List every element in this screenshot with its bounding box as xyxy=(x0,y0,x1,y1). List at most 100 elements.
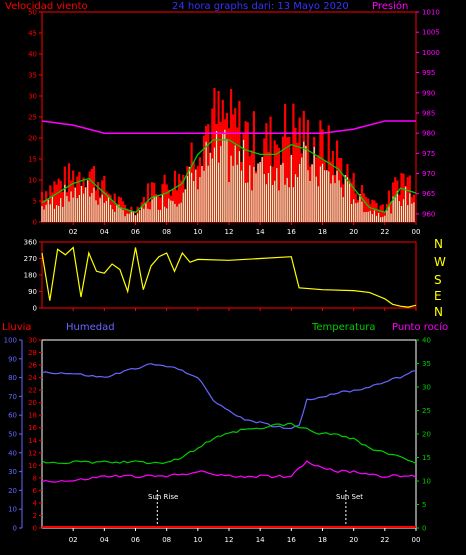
y-tick-label: 5 xyxy=(33,198,37,206)
x-tick-label: 12 xyxy=(225,536,234,544)
humidity-tick-label: 20 xyxy=(8,487,17,495)
pressure-tick-label: 1000 xyxy=(422,49,440,57)
x-tick-label: 06 xyxy=(131,228,140,236)
x-tick-label: 18 xyxy=(318,536,327,544)
rain-tick-label: 24 xyxy=(28,374,37,382)
humidity-tick-label: 100 xyxy=(4,337,17,345)
dewpoint-line xyxy=(41,460,417,483)
pressure-tick-label: 1005 xyxy=(422,29,440,37)
wind-pressure-plot: 0 5 10 15 20 25 30 35 40 45 50 960 965 970 975 980 985 99… xyxy=(28,9,440,237)
y-tick-label: 20 xyxy=(28,135,37,143)
x-tick-label: 04 xyxy=(100,228,109,236)
temperature-tick-label: 5 xyxy=(422,501,426,509)
rain-tick-label: 6 xyxy=(33,487,38,495)
x-tick-label: 00 xyxy=(412,228,421,236)
y-tick-label: 90 xyxy=(28,288,37,296)
rain-tick-label: 4 xyxy=(33,499,38,507)
pressure-tick-label: 990 xyxy=(422,89,435,97)
pressure-tick-label: 970 xyxy=(422,170,435,178)
temperature-tick-label: 15 xyxy=(422,454,431,462)
y-tick-label: 25 xyxy=(28,114,37,122)
x-tick-label: 22 xyxy=(380,228,389,236)
x-tick-label: 16 xyxy=(287,536,296,544)
y-tick-label: 50 xyxy=(28,9,37,17)
wind-direction-line xyxy=(41,246,417,308)
x-tick-label: 04 xyxy=(100,536,109,544)
y-tick-label: 35 xyxy=(28,72,37,80)
x-tick-label: 14 xyxy=(256,536,265,544)
x-tick-label: 08 xyxy=(162,228,171,236)
x-tick-label: 06 xyxy=(131,536,140,544)
rain-label: Lluvia xyxy=(2,322,32,333)
sunset-label: Sun Set xyxy=(336,493,363,501)
temperature-tick-label: 10 xyxy=(422,478,431,486)
rain-tick-label: 18 xyxy=(28,412,37,420)
compass-label: W xyxy=(434,255,446,269)
x-tick-label: 10 xyxy=(193,536,202,544)
temperature-line xyxy=(41,422,417,465)
x-tick-label: 08 xyxy=(162,536,171,544)
humidity-tick-label: 30 xyxy=(8,468,17,476)
humidity-tick-label: 90 xyxy=(8,355,17,363)
rain-tick-label: 0 xyxy=(33,525,37,533)
temperature-tick-label: 40 xyxy=(422,337,431,345)
x-tick-label: 22 xyxy=(380,536,389,544)
wind-direction-plot: 0 90 180 270 360 xyxy=(24,239,417,313)
rain-tick-label: 26 xyxy=(28,362,37,370)
humidity-tick-label: 70 xyxy=(8,393,17,401)
temperature-tick-label: 35 xyxy=(422,360,431,368)
temperature-tick-label: 20 xyxy=(422,431,431,439)
wind-average-line xyxy=(41,139,417,214)
y-tick-label: 10 xyxy=(28,177,37,185)
y-tick-label: 0 xyxy=(33,219,37,227)
pressure-tick-label: 960 xyxy=(422,210,435,218)
temperature-tick-label: 25 xyxy=(422,407,431,415)
rain-tick-label: 14 xyxy=(28,437,37,445)
wind-speed-label: Velocidad viento xyxy=(5,1,88,12)
y-tick-label: 30 xyxy=(28,93,37,101)
x-tick-label: 00 xyxy=(412,536,421,544)
rain-tick-label: 2 xyxy=(33,512,37,520)
compass-label: N xyxy=(434,305,443,319)
x-tick-label: 20 xyxy=(349,536,358,544)
temperature-tick-label: 0 xyxy=(422,525,426,533)
humidity-temperature-plot: 0102030405060708090100024681012141618202… xyxy=(4,337,431,545)
y-tick-label: 0 xyxy=(33,305,37,313)
rain-tick-label: 20 xyxy=(28,399,37,407)
rain-tick-label: 16 xyxy=(28,424,37,432)
compass-label: N xyxy=(434,237,443,251)
y-tick-label: 360 xyxy=(24,239,37,247)
x-tick-label: 02 xyxy=(69,536,78,544)
x-tick-label: 20 xyxy=(349,228,358,236)
rain-tick-label: 8 xyxy=(33,474,37,482)
pressure-label: Presión xyxy=(372,0,408,12)
humidity-tick-label: 60 xyxy=(8,412,17,420)
rain-tick-label: 28 xyxy=(28,349,37,357)
pressure-tick-label: 985 xyxy=(422,109,435,117)
compass-label: S xyxy=(434,273,442,287)
humidity-tick-label: 50 xyxy=(8,431,17,439)
y-tick-label: 15 xyxy=(28,156,37,164)
humidity-tick-label: 10 xyxy=(8,506,17,514)
y-tick-label: 45 xyxy=(28,30,37,38)
pressure-tick-label: 980 xyxy=(422,130,435,138)
x-tick-label: 18 xyxy=(318,228,327,236)
x-tick-label: 02 xyxy=(69,228,78,236)
pressure-line xyxy=(41,120,416,134)
rain-tick-label: 10 xyxy=(28,462,37,470)
y-tick-label: 270 xyxy=(24,255,37,263)
x-tick-label: 10 xyxy=(193,228,202,236)
dewpoint-label: Punto rocío xyxy=(392,321,448,333)
y-tick-label: 40 xyxy=(28,51,37,59)
temperature-tick-label: 30 xyxy=(422,384,431,392)
rain-tick-label: 30 xyxy=(28,337,37,345)
humidity-tick-label: 0 xyxy=(13,525,17,533)
temperature-label: Temperatura xyxy=(311,322,376,333)
pressure-tick-label: 1010 xyxy=(422,9,440,17)
sunrise-label: Sun Rise xyxy=(148,493,178,501)
humidity-label: Humedad xyxy=(66,322,115,333)
x-tick-label: 16 xyxy=(287,228,296,236)
rain-tick-label: 12 xyxy=(28,449,37,457)
x-tick-label: 14 xyxy=(256,228,265,236)
